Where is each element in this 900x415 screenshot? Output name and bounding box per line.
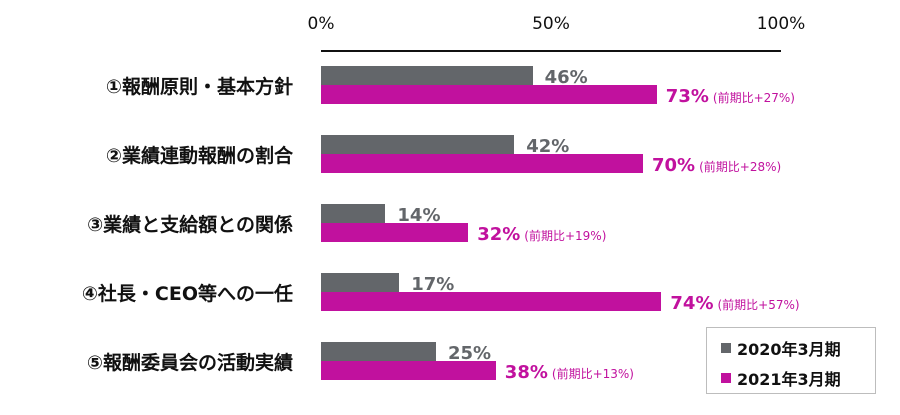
legend-label: 2020年3月期 <box>737 340 841 359</box>
bar-2020 <box>321 342 436 361</box>
value-2020: 14% <box>397 205 441 226</box>
bar-2021 <box>321 154 643 173</box>
value-2021-text: 73% <box>665 86 709 107</box>
delta-text: (前期比+57%) <box>717 298 800 312</box>
bar-2021 <box>321 292 662 311</box>
bar-2020 <box>321 66 533 85</box>
value-2021-text: 74% <box>670 293 714 314</box>
bar-2020 <box>321 135 515 154</box>
bar-2021 <box>321 361 496 380</box>
legend: 2020年3月期 2021年3月期 <box>706 327 876 394</box>
category-label: ②業績連動報酬の割合 <box>105 145 293 167</box>
delta-text: (前期比+27%) <box>712 91 795 105</box>
value-2021: 74% (前期比+57%) <box>670 295 799 314</box>
legend-label: 2021年3月期 <box>737 370 841 389</box>
delta-text: (前期比+28%) <box>699 160 782 174</box>
category-label: ③業績と支給額との関係 <box>87 214 293 236</box>
legend-swatch-magenta <box>721 373 731 383</box>
value-2021-text: 70% <box>652 155 696 176</box>
value-2020: 42% <box>526 136 570 157</box>
bar-2020 <box>321 273 400 292</box>
value-2021-text: 32% <box>477 224 521 245</box>
bar-2021 <box>321 223 469 242</box>
value-2020: 46% <box>544 67 588 88</box>
delta-text: (前期比+13%) <box>551 367 634 381</box>
value-2021-text: 38% <box>504 362 548 383</box>
bar-2021 <box>321 85 657 104</box>
legend-swatch-gray <box>721 343 731 353</box>
bar-2020 <box>321 204 386 223</box>
value-2020: 25% <box>448 343 492 364</box>
value-2021: 73% (前期比+27%) <box>666 88 795 107</box>
category-label: ⑤報酬委員会の活動実績 <box>86 352 293 374</box>
category-label: ①報酬原則・基本方針 <box>105 76 293 98</box>
tick-0: 0% <box>307 14 335 34</box>
legend-item-2021: 2021年3月期 <box>721 366 841 390</box>
value-2020: 17% <box>411 274 455 295</box>
tick-100: 100% <box>756 14 806 34</box>
axis-line <box>321 50 781 52</box>
legend-item-2020: 2020年3月期 <box>721 336 841 360</box>
delta-text: (前期比+19%) <box>524 229 607 243</box>
value-2021: 38% (前期比+13%) <box>505 364 634 383</box>
value-2021: 70% (前期比+28%) <box>652 157 781 176</box>
tick-50: 50% <box>532 14 570 34</box>
category-label: ④社長・CEO等への一任 <box>81 283 293 305</box>
value-2021: 32% (前期比+19%) <box>477 226 606 245</box>
